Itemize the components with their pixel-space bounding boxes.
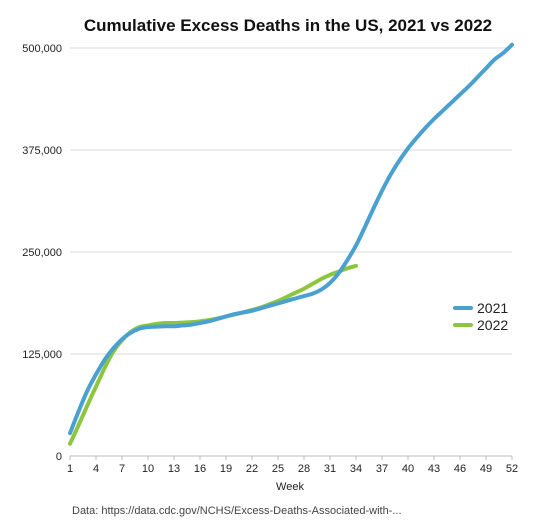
x-tick-label: 19 [220, 463, 232, 475]
x-tick-label: 7 [119, 463, 125, 475]
x-axis-ticks: 1 4 7 10 13 16 19 22 25 28 31 34 37 40 43 46 49 52 [67, 463, 518, 475]
legend-label-2021: 2021 [477, 300, 508, 316]
x-tick-label: 16 [194, 463, 206, 475]
y-tick-label: 0 [56, 451, 62, 463]
x-tick-label: 43 [428, 463, 440, 475]
x-tick-label: 10 [142, 463, 154, 475]
y-tick-label: 375,000 [22, 145, 62, 157]
x-tick-label: 52 [506, 463, 518, 475]
y-tick-label: 125,000 [22, 349, 62, 361]
x-tick-label: 34 [350, 463, 362, 475]
x-tick-label: 4 [93, 463, 99, 475]
x-axis-label: Week [276, 481, 304, 493]
legend-label-2022: 2022 [477, 317, 508, 333]
axes [69, 455, 513, 460]
y-axis-ticks: 0 125,000 250,000 375,000 500,000 [22, 43, 62, 463]
x-tick-label: 40 [402, 463, 414, 475]
x-tick-label: 13 [168, 463, 180, 475]
x-tick-label: 46 [454, 463, 466, 475]
x-tick-label: 49 [480, 463, 492, 475]
series-lines [68, 42, 514, 446]
y-tick-label: 500,000 [22, 43, 62, 55]
x-tick-label: 25 [272, 463, 284, 475]
series-line-2021 [68, 42, 514, 436]
x-tick-label: 1 [67, 463, 73, 475]
chart-title: Cumulative Excess Deaths in the US, 2021… [84, 16, 492, 35]
source-note: Data: https://data.cdc.gov/NCHS/Excess-D… [72, 505, 402, 517]
x-tick-label: 31 [324, 463, 336, 475]
gridlines [70, 47, 512, 355]
x-tick-label: 28 [298, 463, 310, 475]
x-tick-label: 37 [376, 463, 388, 475]
y-tick-label: 250,000 [22, 247, 62, 259]
x-tick-label: 22 [246, 463, 258, 475]
